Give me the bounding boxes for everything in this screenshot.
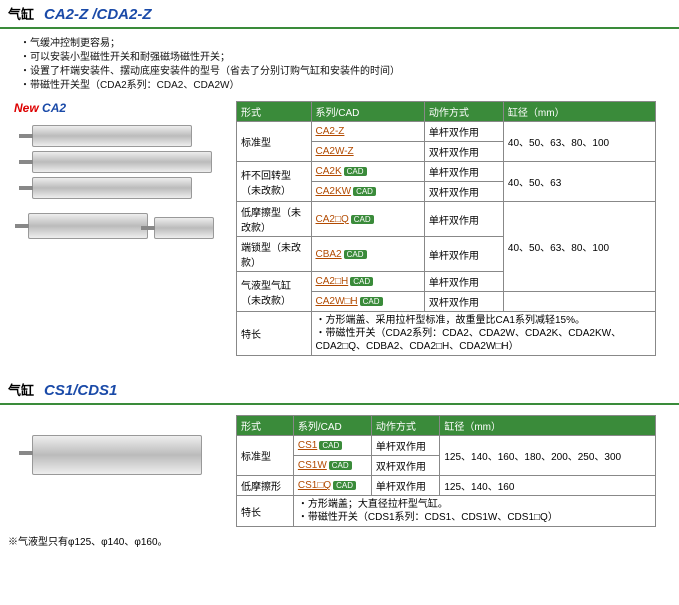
series-link[interactable]: CS1□Q xyxy=(298,480,331,491)
cad-badge[interactable]: CAD xyxy=(344,250,367,259)
note-item: 带磁性开关型（CDA2系列：CDA2、CDA2W） xyxy=(20,79,659,93)
cell-action: 单杆双作用 xyxy=(424,202,503,237)
content-row: 形式 系列/CAD 动作方式 缸径（mm） 标准型 CS1CAD 单杆双作用 1… xyxy=(0,405,679,527)
feature-item: 方形端盖；大直径拉杆型气缸。 xyxy=(298,498,651,511)
cell-action: 单杆双作用 xyxy=(424,162,503,182)
section-ca2: 气缸 CA2-Z /CDA2-Z 气缓冲控制更容易； 可以安装小型磁性开关和耐强… xyxy=(0,0,679,356)
cell-bore xyxy=(503,292,655,312)
cell-series: CS1WCAD xyxy=(293,456,371,476)
series-link[interactable]: CA2K xyxy=(316,166,342,177)
cell-feature-label: 特长 xyxy=(237,312,312,356)
feature-item: 带磁性开关（CDS1系列：CDS1、CDS1W、CDS1□Q） xyxy=(298,511,651,524)
cell-action: 双杆双作用 xyxy=(371,456,439,476)
series-link[interactable]: CA2□H xyxy=(316,276,349,287)
cell-action: 单杆双作用 xyxy=(371,476,439,496)
cell-form: 低摩擦形 xyxy=(237,476,294,496)
cell-features: 方形端盖、采用拉杆型标准，故重量比CA1系列减轻15%。 带磁性开关（CDA2系… xyxy=(311,312,656,356)
title-row: 气缸 CA2-Z /CDA2-Z xyxy=(0,0,679,29)
col-action: 动作方式 xyxy=(371,416,439,436)
series-link[interactable]: CS1 xyxy=(298,440,317,451)
cell-series: CA2KWCAD xyxy=(311,182,424,202)
col-series: 系列/CAD xyxy=(293,416,371,436)
cell-action: 单杆双作用 xyxy=(424,272,503,292)
col-bore: 缸径（mm） xyxy=(503,102,655,122)
cell-form: 低摩擦型（未改款） xyxy=(237,202,312,237)
content-row: New CA2 形式 系列/CAD 动作方式 缸径（mm） 标准型 xyxy=(0,101,679,356)
cad-badge[interactable]: CAD xyxy=(344,167,367,176)
cell-features: 方形端盖；大直径拉杆型气缸。 带磁性开关（CDS1系列：CDS1、CDS1W、C… xyxy=(293,496,655,527)
cell-series: CA2□QCAD xyxy=(311,202,424,237)
cad-badge[interactable]: CAD xyxy=(360,297,383,306)
cell-series: CA2□HCAD xyxy=(311,272,424,292)
cell-form: 气液型气缸（未改款） xyxy=(237,272,312,312)
cell-form: 标准型 xyxy=(237,122,312,162)
section-model: CA2-Z /CDA2-Z xyxy=(44,6,152,23)
section-label: 气缸 xyxy=(8,380,34,399)
col-action: 动作方式 xyxy=(424,102,503,122)
section-cs1: 气缸 CS1/CDS1 形式 系列/CAD 动作方式 缸径（mm） 标准型 CS… xyxy=(0,376,679,554)
title-row: 气缸 CS1/CDS1 xyxy=(0,376,679,405)
note-item: 设置了杆端安装件、摆动底座安装件的型号（省去了分别订购气缸和安装件的时间） xyxy=(20,65,659,79)
cell-bore: 125、140、160、180、200、250、300 xyxy=(440,436,656,476)
series-link[interactable]: CA2□Q xyxy=(316,214,349,225)
col-bore: 缸径（mm） xyxy=(440,416,656,436)
series-link[interactable]: CBA2 xyxy=(316,249,342,260)
spec-table: 形式 系列/CAD 动作方式 缸径（mm） 标准型 CS1CAD 单杆双作用 1… xyxy=(236,415,656,527)
feature-item: 方形端盖、采用拉杆型标准，故重量比CA1系列减轻15%。 xyxy=(316,314,652,327)
spec-table: 形式 系列/CAD 动作方式 缸径（mm） 标准型 CA2-Z 单杆双作用 40… xyxy=(236,101,656,356)
col-form: 形式 xyxy=(237,416,294,436)
cell-series: CA2-Z xyxy=(311,122,424,142)
feature-item: 带磁性开关（CDA2系列：CDA2、CDA2W、CDA2K、CDA2KW、CDA… xyxy=(316,327,652,353)
cell-action: 双杆双作用 xyxy=(424,142,503,162)
cell-series: CA2W-Z xyxy=(311,142,424,162)
product-images xyxy=(8,415,228,475)
cell-series: CS1□QCAD xyxy=(293,476,371,496)
cell-form: 标准型 xyxy=(237,436,294,476)
cad-badge[interactable]: CAD xyxy=(319,441,342,450)
note-item: 气缓冲控制更容易； xyxy=(20,37,659,51)
cylinder-illustration xyxy=(8,209,228,243)
section-model: CS1/CDS1 xyxy=(44,382,117,399)
footnote: ※气液型只有φ125、φ140、φ160。 xyxy=(0,527,679,554)
cell-bore: 40、50、63、80、100 xyxy=(503,122,655,162)
cad-badge[interactable]: CAD xyxy=(353,187,376,196)
cad-badge[interactable]: CAD xyxy=(333,481,356,490)
cell-series: CBA2CAD xyxy=(311,237,424,272)
new-badge: New CA2 xyxy=(8,101,228,115)
col-form: 形式 xyxy=(237,102,312,122)
note-item: 可以安装小型磁性开关和耐强磁场磁性开关； xyxy=(20,51,659,65)
cell-action: 双杆双作用 xyxy=(424,292,503,312)
cell-action: 单杆双作用 xyxy=(424,237,503,272)
cylinder-illustration xyxy=(8,121,228,203)
series-link[interactable]: CS1W xyxy=(298,460,327,471)
cylinder-illustration xyxy=(32,435,202,475)
cell-bore: 40、50、63 xyxy=(503,162,655,202)
series-link[interactable]: CA2W-Z xyxy=(316,146,354,157)
notes-list: 气缓冲控制更容易； 可以安装小型磁性开关和耐强磁场磁性开关； 设置了杆端安装件、… xyxy=(0,29,679,101)
cad-badge[interactable]: CAD xyxy=(329,461,352,470)
cell-series: CA2KCAD xyxy=(311,162,424,182)
series-link[interactable]: CA2W□H xyxy=(316,296,358,307)
col-series: 系列/CAD xyxy=(311,102,424,122)
cell-bore: 125、140、160 xyxy=(440,476,656,496)
cell-form: 端锁型（未改款） xyxy=(237,237,312,272)
cell-series: CA2W□HCAD xyxy=(311,292,424,312)
product-images: New CA2 xyxy=(8,101,228,243)
series-link[interactable]: CA2-Z xyxy=(316,126,345,137)
cad-badge[interactable]: CAD xyxy=(351,215,374,224)
cell-series: CS1CAD xyxy=(293,436,371,456)
cell-form: 杆不回转型（未改款） xyxy=(237,162,312,202)
series-link[interactable]: CA2KW xyxy=(316,186,352,197)
cell-feature-label: 特长 xyxy=(237,496,294,527)
cell-action: 单杆双作用 xyxy=(424,122,503,142)
cell-action: 双杆双作用 xyxy=(424,182,503,202)
section-label: 气缸 xyxy=(8,4,34,23)
cell-bore: 40、50、63、80、100 xyxy=(503,202,655,292)
cad-badge[interactable]: CAD xyxy=(350,277,373,286)
cell-action: 单杆双作用 xyxy=(371,436,439,456)
